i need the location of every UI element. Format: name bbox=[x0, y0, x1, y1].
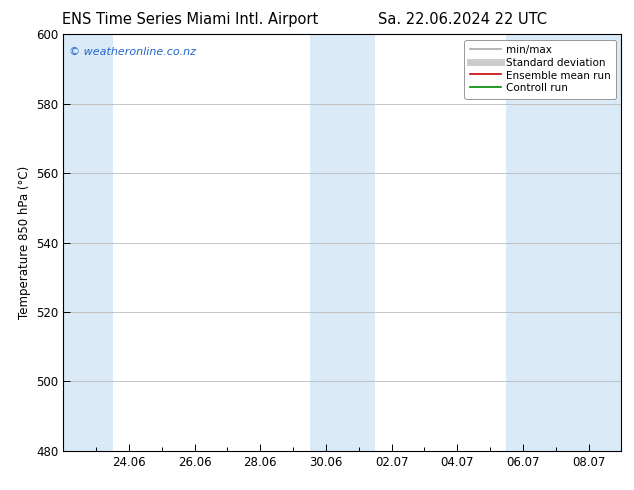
Text: Sa. 22.06.2024 22 UTC: Sa. 22.06.2024 22 UTC bbox=[378, 12, 547, 27]
Y-axis label: Temperature 850 hPa (°C): Temperature 850 hPa (°C) bbox=[18, 166, 30, 319]
Text: ENS Time Series Miami Intl. Airport: ENS Time Series Miami Intl. Airport bbox=[62, 12, 318, 27]
Legend: min/max, Standard deviation, Ensemble mean run, Controll run: min/max, Standard deviation, Ensemble me… bbox=[465, 40, 616, 98]
Text: © weatheronline.co.nz: © weatheronline.co.nz bbox=[69, 47, 196, 57]
Bar bbox=[507, 34, 621, 451]
Bar bbox=[309, 34, 375, 451]
Bar bbox=[63, 34, 113, 451]
